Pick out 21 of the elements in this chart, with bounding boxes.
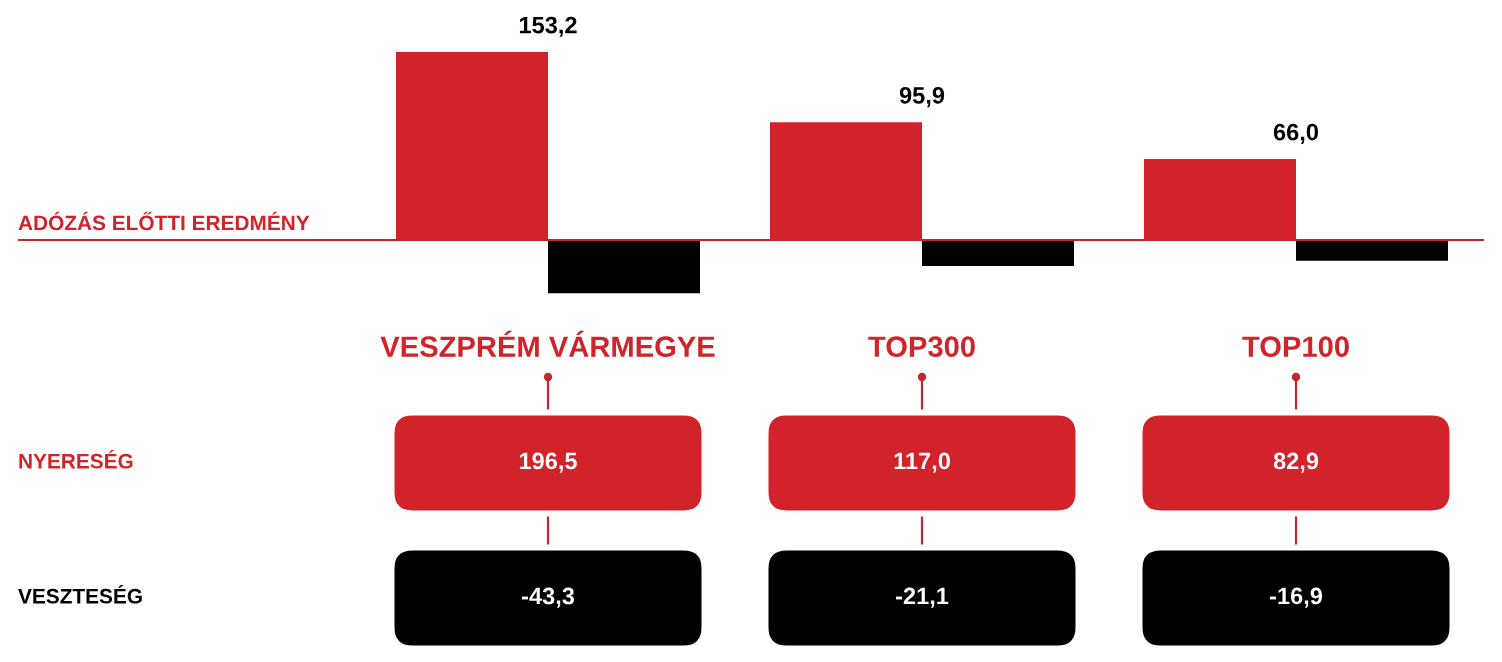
text: NYERESÉG — [19, 449, 133, 469]
text: 82,9 — [1273, 452, 1319, 473]
bar — [1296, 240, 1448, 261]
bar — [396, 52, 548, 240]
bar — [548, 240, 700, 294]
text: -16,9 — [1270, 587, 1323, 608]
data-label: 153,2 — [519, 16, 577, 37]
text: 196,5 — [519, 452, 577, 473]
data-label: 66,0 — [1273, 123, 1319, 144]
text: -21,1 — [896, 587, 949, 608]
x-tick-label: TOP300 — [868, 336, 975, 358]
text: ADÓZÁS ELŐTTI EREDMÉNY — [18, 211, 310, 231]
bar — [770, 122, 922, 240]
bar — [1144, 159, 1296, 240]
x-tick-label: TOP100 — [1242, 336, 1349, 357]
bar — [922, 240, 1074, 266]
x-tick-label: VESZPRÉM VÁRMEGYE — [380, 330, 715, 357]
text: VESZTESÉG — [18, 584, 142, 604]
text: -43,3 — [522, 587, 575, 608]
text: 117,0 — [894, 452, 950, 473]
data-label: 95,9 — [899, 87, 945, 108]
